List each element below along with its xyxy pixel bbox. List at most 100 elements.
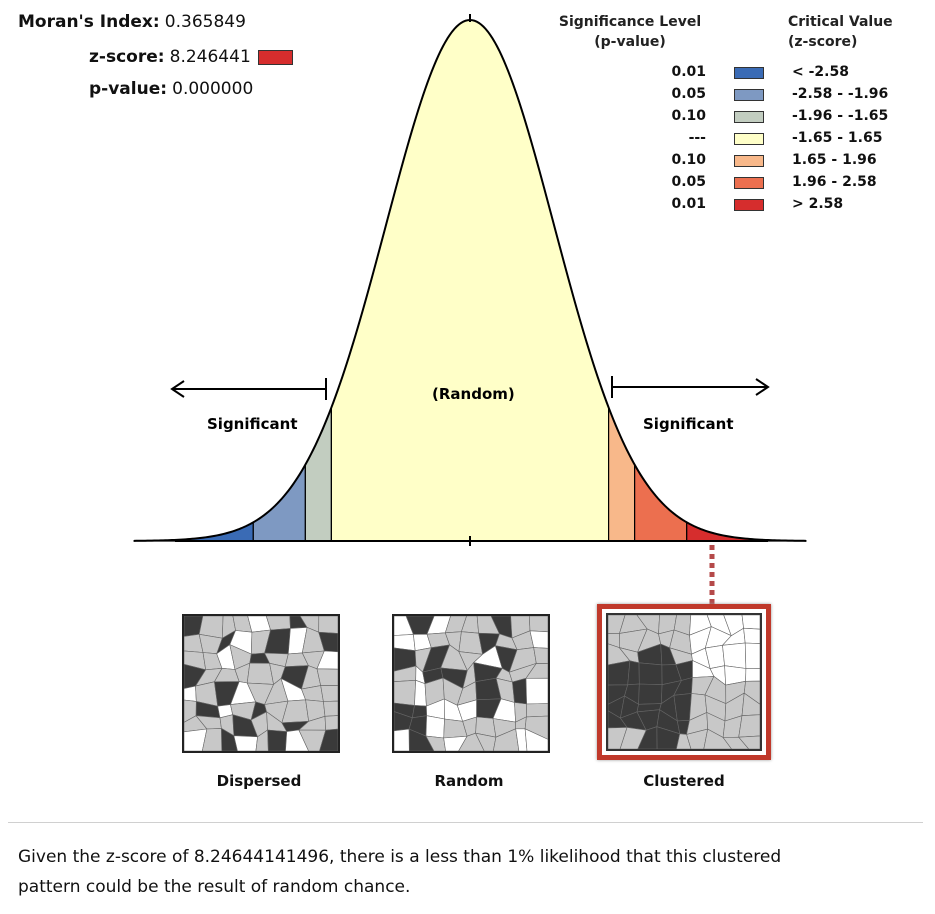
map-region — [458, 732, 485, 751]
map-region — [722, 642, 747, 669]
map-region — [515, 728, 528, 751]
caption-clustered: Clustered — [643, 772, 725, 790]
left-significance-arrow — [170, 378, 327, 400]
legend-swatch — [734, 177, 764, 189]
curve-band — [304, 407, 332, 542]
legend-row: 0.05 -2.58 - -1.96 — [540, 86, 930, 106]
z-score-swatch — [257, 50, 293, 65]
map-region — [184, 728, 208, 751]
map-region — [316, 650, 338, 670]
map-region — [743, 680, 760, 705]
map-region — [638, 683, 663, 705]
divider — [8, 822, 923, 823]
map-region — [608, 727, 628, 749]
legend-z-value: -2.58 - -1.96 — [792, 86, 889, 102]
map-region — [525, 663, 548, 679]
z-score-value: 8.246441 — [169, 47, 251, 67]
legend-row: 0.10 1.65 - 1.96 — [540, 152, 930, 172]
moran-value: 0.365849 — [164, 12, 246, 32]
label-random-center: (Random) — [432, 385, 515, 403]
legend-swatch — [734, 155, 764, 167]
result-description: Given the z-score of 8.24644141496, ther… — [18, 842, 918, 902]
dispersed-map — [182, 614, 340, 753]
p-value-row: p-value: 0.000000 — [89, 79, 253, 99]
clustered-map — [597, 604, 771, 760]
map-region — [267, 729, 288, 751]
map-region — [533, 647, 548, 665]
map-region — [686, 728, 709, 749]
map-region — [394, 728, 410, 751]
map-region — [425, 735, 446, 751]
legend-swatch — [734, 89, 764, 101]
legend-row: 0.05 1.96 - 2.58 — [540, 174, 930, 194]
legend-sig-header-line1: Significance Level — [558, 14, 702, 30]
map-region — [492, 728, 520, 751]
map-region — [619, 727, 647, 749]
curve-band — [330, 19, 610, 542]
map-region — [703, 728, 732, 749]
map-region — [255, 729, 269, 751]
map-region — [673, 693, 692, 722]
stats-panel: Moran's Index: 0.365849 z-score: 8.24644… — [18, 12, 318, 102]
map-region — [743, 627, 760, 644]
map-region — [627, 660, 640, 686]
normal-distribution-chart: Significant (Random) Significant — [133, 14, 807, 606]
map-region — [741, 692, 760, 717]
map-region — [298, 729, 327, 751]
map-region — [526, 703, 548, 718]
map-region — [233, 735, 258, 751]
legend-p-value: 0.01 — [671, 196, 706, 212]
map-region — [265, 616, 291, 631]
map-region — [318, 631, 338, 653]
legend-row: --- -1.65 - 1.65 — [540, 130, 930, 150]
legend-z-value: 1.96 - 2.58 — [792, 174, 877, 190]
map-region — [528, 616, 548, 633]
p-value-label: p-value: — [89, 79, 168, 99]
moran-label: Moran's Index: — [18, 12, 160, 32]
z-score-label: z-score: — [89, 47, 165, 67]
map-region — [408, 728, 435, 751]
legend-row: 0.01 < -2.58 — [540, 64, 930, 84]
map-region — [318, 616, 338, 634]
map-region — [443, 735, 468, 751]
map-region — [323, 700, 338, 717]
legend-swatch — [734, 199, 764, 211]
legend-row: 0.01 > 2.58 — [540, 196, 930, 216]
legend-p-value: 0.01 — [671, 64, 706, 80]
legend-swatch — [734, 133, 764, 145]
label-significant-left: Significant — [207, 415, 297, 433]
map-region — [741, 615, 760, 630]
map-region — [722, 736, 750, 749]
map-region — [319, 728, 338, 751]
p-value-value: 0.000000 — [172, 79, 254, 99]
map-region — [394, 679, 417, 706]
legend-p-value: 0.10 — [671, 108, 706, 124]
legend-crit-header-line1: Critical Value — [788, 14, 893, 30]
moran-row: Moran's Index: 0.365849 — [18, 12, 246, 32]
map-region — [524, 715, 548, 740]
label-significant-right: Significant — [643, 415, 733, 433]
right-significance-arrow — [611, 376, 770, 398]
curve-band — [608, 407, 636, 542]
map-region — [529, 630, 548, 649]
map-region — [738, 735, 760, 749]
map-region — [246, 662, 274, 685]
map-region — [425, 715, 445, 739]
map-region — [638, 662, 663, 686]
legend: Significance Level (p-value) Critical Va… — [540, 12, 930, 222]
map-region — [320, 685, 338, 702]
legend-z-value: -1.65 - 1.65 — [792, 130, 883, 146]
legend-crit-header-line2: (z-score) — [788, 34, 858, 50]
map-region — [744, 642, 760, 670]
caption-random: Random — [434, 772, 504, 790]
legend-p-value: --- — [688, 130, 706, 146]
result-description-line1: Given the z-score of 8.24644141496, ther… — [18, 847, 782, 867]
map-region — [512, 677, 528, 705]
legend-sig-header-line2: (p-value) — [594, 34, 666, 50]
caption-dispersed: Dispersed — [216, 772, 302, 790]
legend-p-value: 0.10 — [671, 152, 706, 168]
legend-row: 0.10 -1.96 - -1.65 — [540, 108, 930, 128]
result-description-line2: pattern could be the result of random ch… — [18, 877, 411, 897]
map-region — [525, 677, 548, 705]
legend-p-value: 0.05 — [671, 86, 706, 102]
